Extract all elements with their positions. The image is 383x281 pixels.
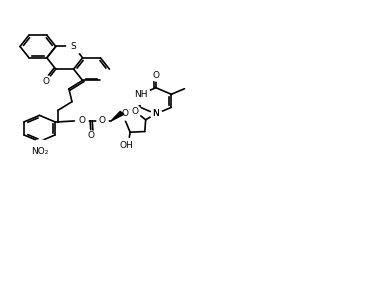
Text: O: O <box>121 109 128 118</box>
Text: O: O <box>98 116 106 125</box>
Text: N: N <box>152 109 159 118</box>
Text: O: O <box>152 71 159 80</box>
Text: N: N <box>152 109 159 118</box>
Text: NH: NH <box>134 90 147 99</box>
Text: O: O <box>43 77 50 86</box>
Text: O: O <box>79 116 86 125</box>
Text: O: O <box>131 107 139 116</box>
Text: NO₂: NO₂ <box>31 147 48 156</box>
Polygon shape <box>111 112 124 121</box>
Text: O: O <box>88 131 95 140</box>
Text: OH: OH <box>119 141 133 150</box>
Text: S: S <box>71 42 77 51</box>
